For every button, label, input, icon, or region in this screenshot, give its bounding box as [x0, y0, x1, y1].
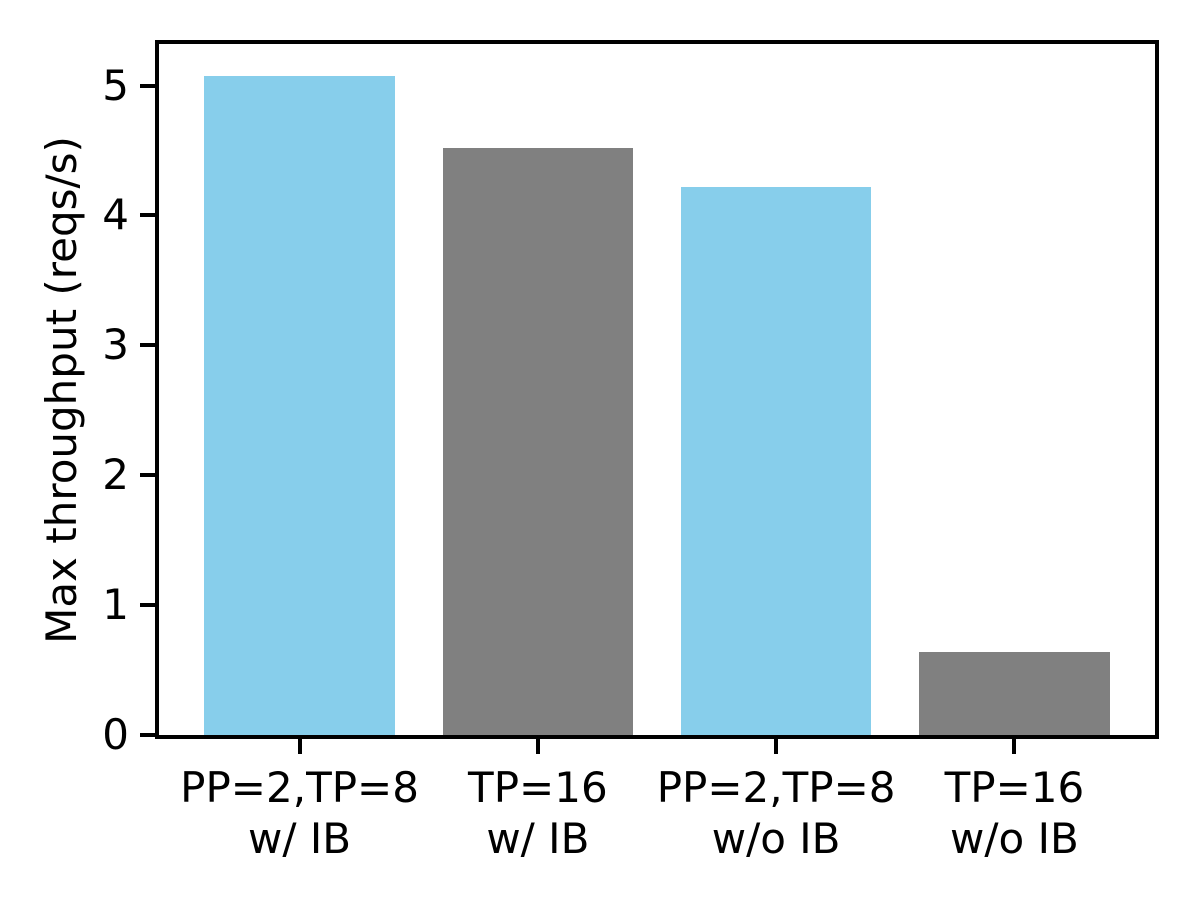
- bar-3: [919, 651, 1110, 735]
- y-tick-mark-4: [140, 213, 157, 218]
- y-tick-label-3: 3: [102, 320, 129, 370]
- x-tick-label-0-line2: w/ IB: [248, 814, 352, 863]
- x-tick-mark-0: [297, 737, 302, 754]
- y-tick-label-5: 5: [102, 60, 129, 110]
- x-tick-label-2-line2: w/o IB: [711, 814, 841, 863]
- y-tick-mark-5: [140, 83, 157, 88]
- y-tick-mark-0: [140, 733, 157, 737]
- x-tick-label-3: TP=16 w/o IB: [854, 762, 1174, 864]
- x-tick-mark-3: [1012, 737, 1017, 754]
- y-tick-mark-2: [140, 473, 157, 478]
- y-tick-label-4: 4: [102, 190, 129, 240]
- y-tick-label-2: 2: [102, 450, 129, 500]
- bar-0: [204, 76, 395, 735]
- bar-2: [680, 186, 872, 735]
- x-tick-label-0: PP=2,TP=8 w/ IB: [140, 762, 460, 864]
- x-tick-label-2-line1: PP=2,TP=8: [656, 763, 896, 812]
- bar-1: [442, 147, 634, 735]
- x-tick-mark-1: [535, 737, 540, 754]
- x-tick-label-1: TP=16 w/ IB: [378, 762, 698, 864]
- x-tick-label-1-line1: TP=16: [468, 763, 608, 812]
- y-tick-mark-3: [140, 343, 157, 348]
- x-tick-label-3-line2: w/o IB: [950, 814, 1079, 863]
- y-tick-mark-1: [140, 603, 157, 608]
- x-tick-label-3-line1: TP=16: [944, 763, 1085, 812]
- y-tick-label-0: 0: [102, 710, 129, 759]
- y-tick-label-1: 1: [102, 580, 129, 630]
- x-tick-label-2: PP=2,TP=8 w/o IB: [616, 762, 936, 864]
- x-tick-mark-2: [774, 737, 779, 754]
- x-tick-label-0-line1: PP=2,TP=8: [180, 763, 419, 812]
- x-tick-label-1-line2: w/ IB: [486, 814, 590, 863]
